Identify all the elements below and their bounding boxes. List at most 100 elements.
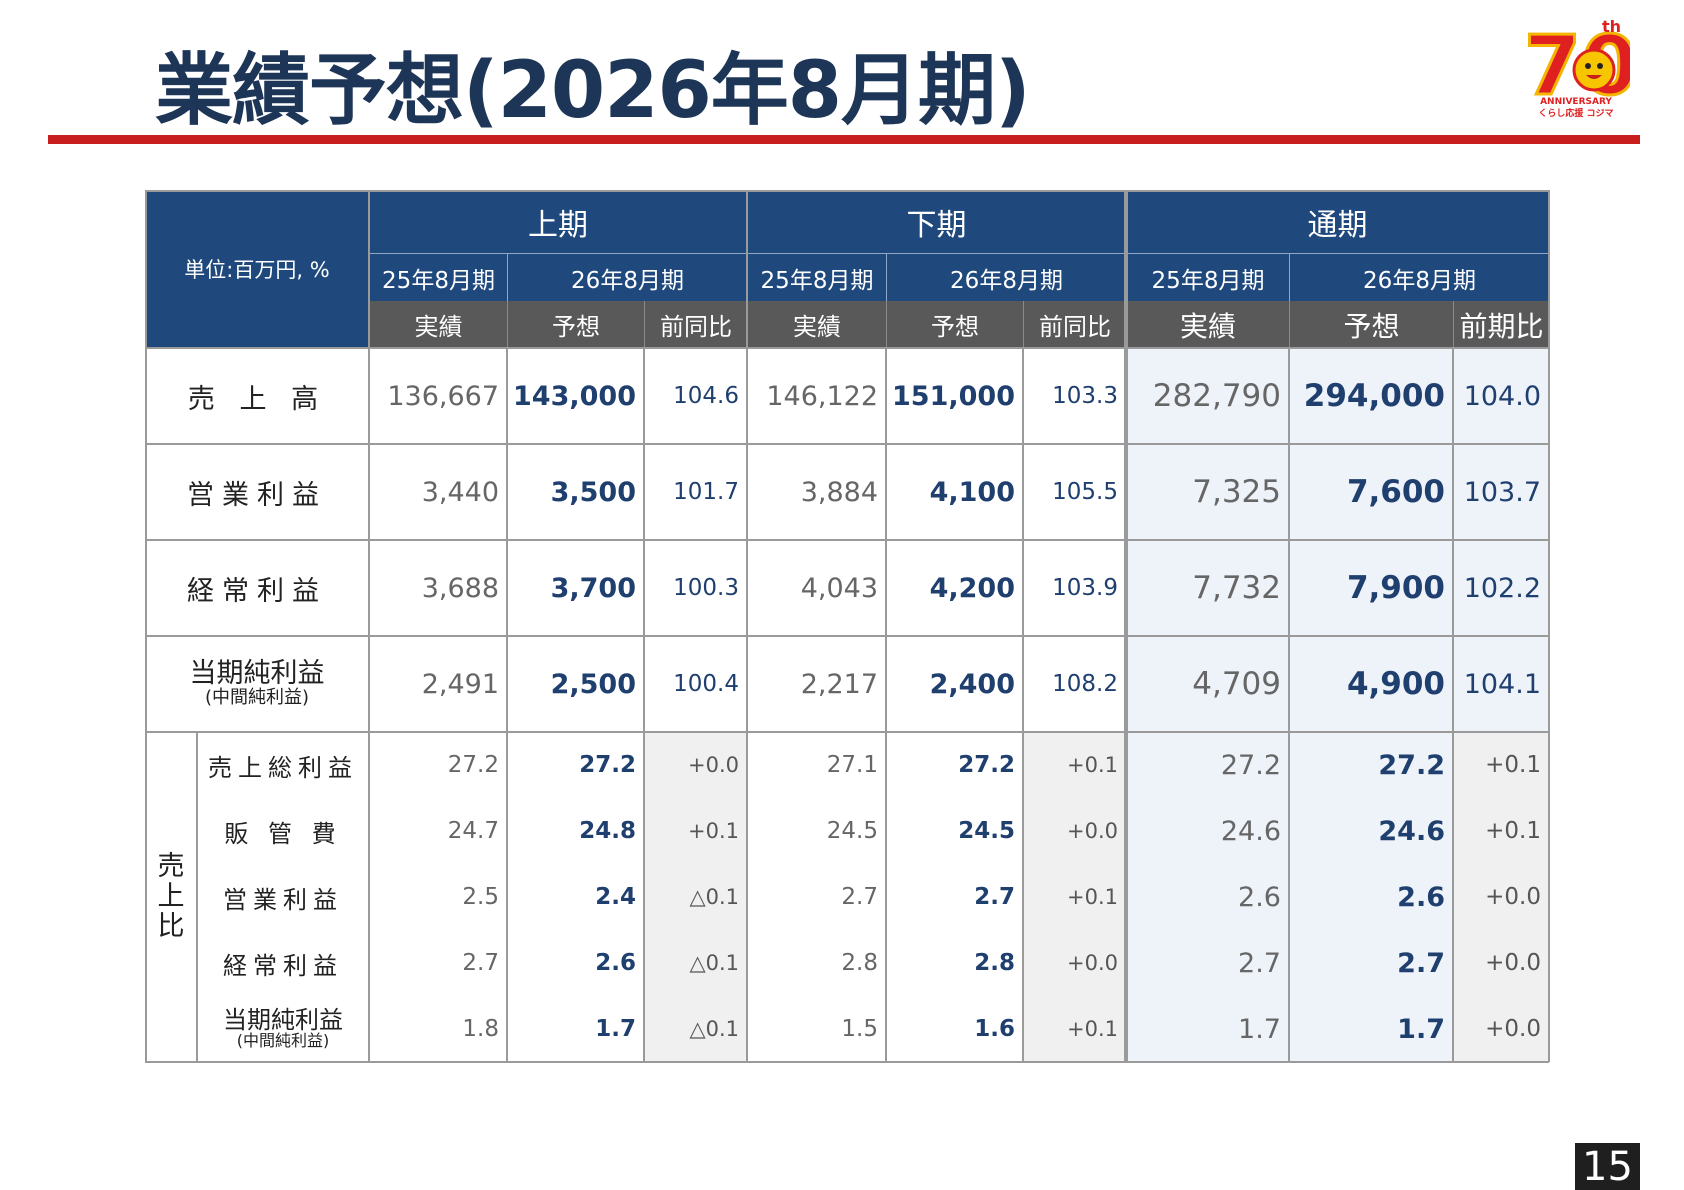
value-cell: 103.3 <box>1052 383 1118 409</box>
value-cell: 3,884 <box>800 476 878 508</box>
value-cell: 104.6 <box>673 383 739 409</box>
ratio-value-cell: 2.6 <box>595 950 636 976</box>
ratio-value-cell: 24.6 <box>1378 815 1445 847</box>
ratio-row-label: 販 管 費 <box>224 819 342 848</box>
ratio-group-label: 売上比 <box>145 732 197 1062</box>
value-cell: 2,217 <box>800 668 878 700</box>
ratio-value-cell: 1.7 <box>1238 1013 1281 1045</box>
ratio-value-cell: 2.6 <box>1238 881 1281 913</box>
ratio-row-label: 売上総利益 <box>208 753 358 782</box>
ratio-value-cell: 2.7 <box>841 884 878 910</box>
ratio-value-cell: 27.2 <box>447 752 499 778</box>
value-cell: 7,900 <box>1346 570 1445 606</box>
value-cell: 3,688 <box>421 572 499 604</box>
ratio-value-cell: 1.6 <box>974 1016 1015 1042</box>
ratio-value-cell: 2.7 <box>974 884 1015 910</box>
value-cell: 3,500 <box>550 476 636 508</box>
ratio-value-cell: 2.8 <box>841 950 878 976</box>
year-header: 25年8月期 <box>747 253 886 301</box>
value-cell: 7,325 <box>1192 474 1281 510</box>
ratio-value-cell: 2.8 <box>974 950 1015 976</box>
ratio-row-label: 営業利益 <box>223 885 343 914</box>
full-year-separator <box>1124 190 1128 1062</box>
grid-line <box>643 348 645 1062</box>
ratio-label-divider <box>196 732 198 1062</box>
value-cell: 105.5 <box>1052 479 1118 505</box>
value-cell: 104.0 <box>1463 380 1541 412</box>
column-subheader: 実績 <box>369 301 507 348</box>
value-cell: 4,100 <box>929 476 1015 508</box>
column-subheader: 実績 <box>747 301 886 348</box>
year-header: 26年8月期 <box>886 253 1126 301</box>
diff-shade-h2 <box>1023 732 1126 1062</box>
period-header: 上期 <box>369 190 747 253</box>
diff-shade-fy <box>1453 732 1549 1062</box>
ratio-label-char: 売 <box>157 851 185 883</box>
ratio-value-cell: 1.7 <box>1397 1013 1445 1045</box>
column-subheader: 予想 <box>886 301 1023 348</box>
value-cell: 103.7 <box>1463 476 1541 508</box>
ratio-value-cell: 24.5 <box>826 818 878 844</box>
year-header: 26年8月期 <box>1289 253 1549 301</box>
value-cell: 4,043 <box>800 572 878 604</box>
value-cell: 7,600 <box>1346 474 1445 510</box>
table-border <box>1548 190 1550 1062</box>
ratio-value-cell: 1.5 <box>841 1016 878 1042</box>
value-cell: 2,500 <box>550 668 636 700</box>
ratio-value-cell: 2.6 <box>1397 881 1445 913</box>
grid-line <box>145 347 1549 349</box>
column-subheader: 予想 <box>1289 301 1453 348</box>
grid-line <box>1022 348 1024 1062</box>
ratio-value-cell: 24.6 <box>1220 815 1281 847</box>
value-cell: 102.2 <box>1463 572 1541 604</box>
unit-label: 単位:百万円, % <box>145 190 369 348</box>
ratio-value-cell: +0.0 <box>1067 819 1118 843</box>
ratio-value-cell: 27.1 <box>826 752 878 778</box>
ratio-value-cell: +0.1 <box>688 819 739 843</box>
value-cell: 4,709 <box>1192 666 1281 702</box>
column-subheader: 前同比 <box>1023 301 1126 348</box>
value-cell: 2,400 <box>929 668 1015 700</box>
ratio-value-cell: +0.0 <box>688 753 739 777</box>
grid-line <box>145 443 1549 445</box>
ratio-value-cell: +0.0 <box>1485 884 1541 910</box>
ratio-value-cell: 2.7 <box>1397 947 1445 979</box>
ratio-value-cell: +0.0 <box>1485 950 1541 976</box>
logo-line2: くらし応援 コジマ <box>1538 107 1613 119</box>
row-label-main: 当期純利益 <box>189 658 325 690</box>
grid-line <box>145 539 1549 541</box>
column-subheader: 予想 <box>507 301 644 348</box>
ratio-value-cell: 2.7 <box>1238 947 1281 979</box>
ratio-value-cell: 24.7 <box>447 818 499 844</box>
page-number: 15 <box>1575 1143 1640 1190</box>
grid-line <box>145 635 1549 637</box>
value-cell: 108.2 <box>1052 671 1118 697</box>
year-header: 25年8月期 <box>1126 253 1289 301</box>
value-cell: 282,790 <box>1152 378 1281 414</box>
ratio-value-cell: 2.4 <box>595 884 636 910</box>
grid-line <box>1452 348 1454 1062</box>
table-border <box>145 190 1549 192</box>
grid-line <box>145 731 1549 733</box>
grid-line <box>885 348 887 1062</box>
table-border <box>145 1061 1549 1063</box>
value-cell: 4,900 <box>1346 666 1445 702</box>
row-label: 売 上 高 <box>187 383 327 415</box>
value-cell: 3,700 <box>550 572 636 604</box>
value-cell: 146,122 <box>766 380 878 412</box>
column-subheader: 前同比 <box>644 301 747 348</box>
value-cell: 3,440 <box>421 476 499 508</box>
value-cell: 101.7 <box>673 479 739 505</box>
title-underline <box>48 135 1640 144</box>
ratio-row-label-sub: (中間純利益) <box>236 1031 330 1051</box>
anniversary-logo: 70 th ANNIVERSARY くらし応援 コジマ <box>1522 12 1640 120</box>
value-cell: 2,491 <box>421 668 499 700</box>
ratio-value-cell: 2.5 <box>462 884 499 910</box>
ratio-value-cell: +0.1 <box>1485 818 1541 844</box>
row-label: 当期純利益 (中間純利益) <box>145 636 369 732</box>
ratio-value-cell: △0.1 <box>689 951 739 975</box>
ratio-value-cell: 24.5 <box>958 818 1015 844</box>
value-cell: 100.4 <box>673 671 739 697</box>
logo-line1: ANNIVERSARY <box>1540 97 1612 107</box>
ratio-row-label: 当期純利益 (中間純利益) <box>197 996 369 1062</box>
